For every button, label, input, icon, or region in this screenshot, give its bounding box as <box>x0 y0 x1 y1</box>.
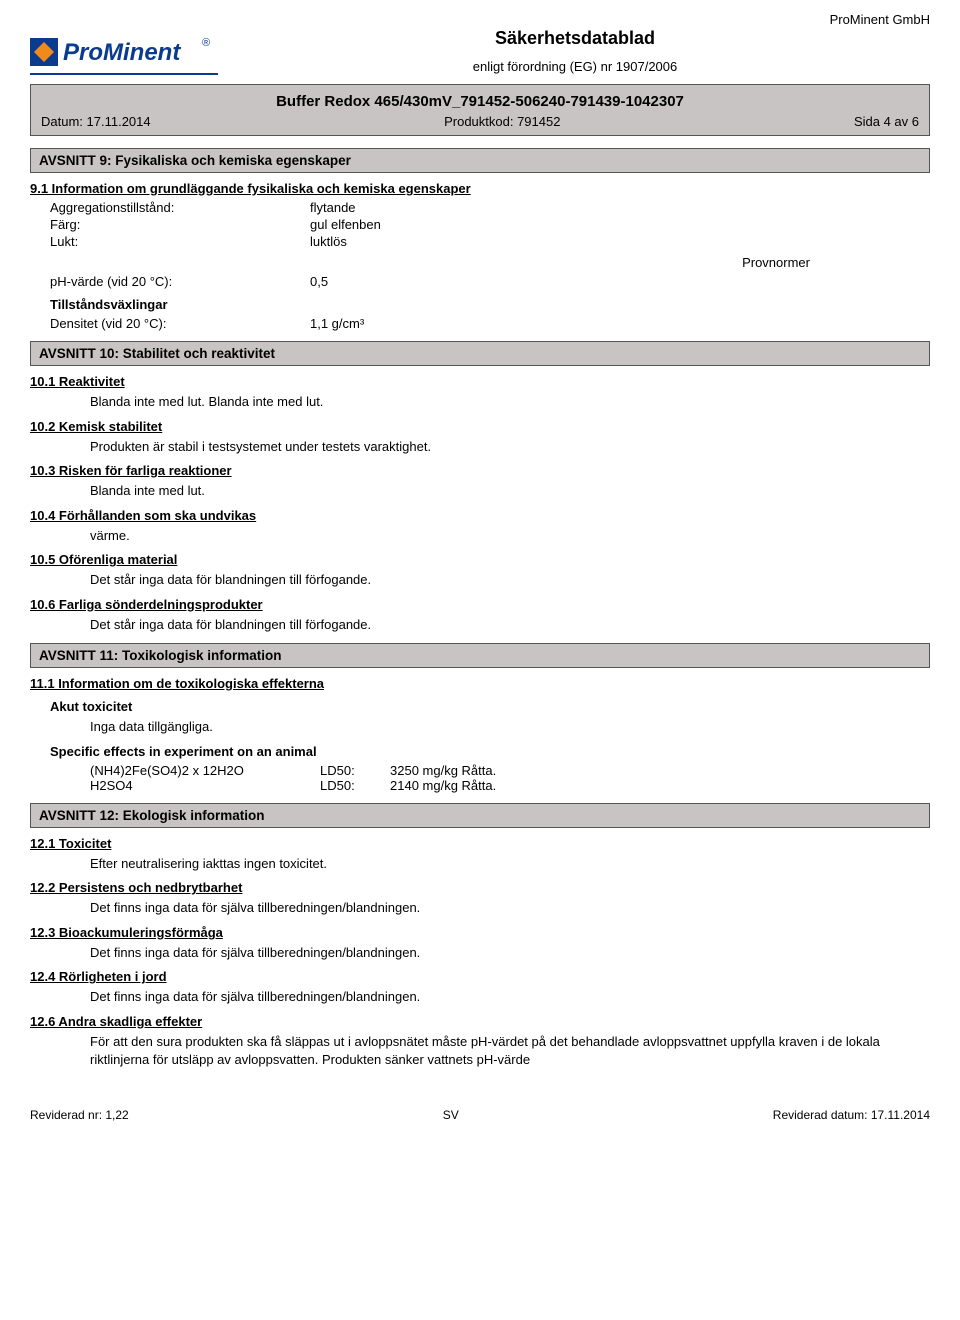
section-10-title: AVSNITT 10: Stabilitet och reaktivitet <box>30 341 930 366</box>
odor-value: luktlös <box>310 234 630 249</box>
company-name: ProMinent GmbH <box>830 12 930 27</box>
ld50-1-label: LD50: <box>320 763 390 778</box>
text-10-6: Det står inga data för blandningen till … <box>90 616 930 634</box>
text-10-5: Det står inga data för blandningen till … <box>90 571 930 589</box>
specific-effects-heading: Specific effects in experiment on an ani… <box>50 744 930 759</box>
logo-svg: ProMinent ® <box>30 30 220 80</box>
color-label: Färg: <box>50 217 310 232</box>
section-11-title: AVSNITT 11: Toxikologisk information <box>30 643 930 668</box>
ph-label: pH-värde (vid 20 °C): <box>50 274 310 289</box>
density-label: Densitet (vid 20 °C): <box>50 316 310 331</box>
page-info: Sida 4 av 6 <box>854 114 919 129</box>
heading-12-4: 12.4 Rörligheten i jord <box>30 969 930 984</box>
row-ph: pH-värde (vid 20 °C): 0,5 <box>50 274 930 289</box>
heading-12-2: 12.2 Persistens och nedbrytbarhet <box>30 880 930 895</box>
ld50-1-value: 3250 mg/kg Råtta. <box>390 763 496 778</box>
text-10-2: Produkten är stabil i testsystemet under… <box>90 438 930 456</box>
row-odor: Lukt: luktlös <box>50 234 930 249</box>
ld50-2-label: LD50: <box>320 778 390 793</box>
section-12-title: AVSNITT 12: Ekologisk information <box>30 803 930 828</box>
ld50-row-2: H2SO4 LD50: 2140 mg/kg Råtta. <box>90 778 930 793</box>
row-density: Densitet (vid 20 °C): 1,1 g/cm³ <box>50 316 930 331</box>
ld50-2-value: 2140 mg/kg Råtta. <box>390 778 496 793</box>
text-12-2: Det finns inga data för själva tillbered… <box>90 899 930 917</box>
heading-11-1: 11.1 Information om de toxikologiska eff… <box>30 676 930 691</box>
date-label: Datum: 17.11.2014 <box>41 114 151 129</box>
heading-10-4: 10.4 Förhållanden som ska undvikas <box>30 508 930 523</box>
header-area: ProMinent ® Säkerhetsdatablad enligt för… <box>30 20 930 80</box>
header-meta: Datum: 17.11.2014 Produktkod: 791452 Sid… <box>41 114 919 129</box>
ld50-2-substance: H2SO4 <box>90 778 320 793</box>
header-titles: Säkerhetsdatablad enligt förordning (EG)… <box>220 28 930 80</box>
text-10-1: Blanda inte med lut. Blanda inte med lut… <box>90 393 930 411</box>
doc-subtitle: enligt förordning (EG) nr 1907/2006 <box>220 59 930 74</box>
heading-10-6: 10.6 Farliga sönderdelningsprodukter <box>30 597 930 612</box>
footer: Reviderad nr: 1,22 SV Reviderad datum: 1… <box>30 1108 930 1122</box>
heading-12-1: 12.1 Toxicitet <box>30 836 930 851</box>
heading-12-6: 12.6 Andra skadliga effekter <box>30 1014 930 1029</box>
text-12-3: Det finns inga data för själva tillbered… <box>90 944 930 962</box>
row-color: Färg: gul elfenben <box>50 217 930 232</box>
heading-10-3: 10.3 Risken för farliga reaktioner <box>30 463 930 478</box>
density-value: 1,1 g/cm³ <box>310 316 570 331</box>
logo: ProMinent ® <box>30 30 220 80</box>
provnormer-label: Provnormer <box>30 255 810 270</box>
heading-10-1: 10.1 Reaktivitet <box>30 374 930 389</box>
header-box: Buffer Redox 465/430mV_791452-506240-791… <box>30 84 930 136</box>
svg-text:®: ® <box>202 37 210 49</box>
tillstand-heading: Tillståndsväxlingar <box>50 297 930 312</box>
footer-left: Reviderad nr: 1,22 <box>30 1108 129 1122</box>
text-12-6: För att den sura produkten ska få släppa… <box>90 1033 890 1068</box>
ld50-row-1: (NH4)2Fe(SO4)2 x 12H2O LD50: 3250 mg/kg … <box>90 763 930 778</box>
footer-right: Reviderad datum: 17.11.2014 <box>773 1108 930 1122</box>
agg-label: Aggregationstillstånd: <box>50 200 310 215</box>
ld50-1-substance: (NH4)2Fe(SO4)2 x 12H2O <box>90 763 320 778</box>
odor-label: Lukt: <box>50 234 310 249</box>
ph-value: 0,5 <box>310 274 570 289</box>
agg-value: flytande <box>310 200 630 215</box>
footer-center: SV <box>443 1108 459 1122</box>
heading-10-2: 10.2 Kemisk stabilitet <box>30 419 930 434</box>
heading-12-3: 12.3 Bioackumuleringsförmåga <box>30 925 930 940</box>
product-code: Produktkod: 791452 <box>444 114 560 129</box>
page: ProMinent GmbH ProMinent ® Säkerhetsdata… <box>0 0 960 1152</box>
product-title: Buffer Redox 465/430mV_791452-506240-791… <box>41 93 919 110</box>
section-9-title: AVSNITT 9: Fysikaliska och kemiska egens… <box>30 148 930 173</box>
akut-heading: Akut toxicitet <box>50 699 930 714</box>
heading-10-5: 10.5 Oförenliga material <box>30 552 930 567</box>
akut-text: Inga data tillgängliga. <box>90 718 930 736</box>
text-12-4: Det finns inga data för själva tillbered… <box>90 988 930 1006</box>
text-12-1: Efter neutralisering iakttas ingen toxic… <box>90 855 930 873</box>
svg-text:ProMinent: ProMinent <box>63 39 181 66</box>
text-10-3: Blanda inte med lut. <box>90 482 930 500</box>
row-aggregation: Aggregationstillstånd: flytande <box>50 200 930 215</box>
text-10-4: värme. <box>90 527 930 545</box>
color-value: gul elfenben <box>310 217 630 232</box>
doc-title: Säkerhetsdatablad <box>220 28 930 49</box>
heading-9-1: 9.1 Information om grundläggande fysikal… <box>30 181 930 196</box>
